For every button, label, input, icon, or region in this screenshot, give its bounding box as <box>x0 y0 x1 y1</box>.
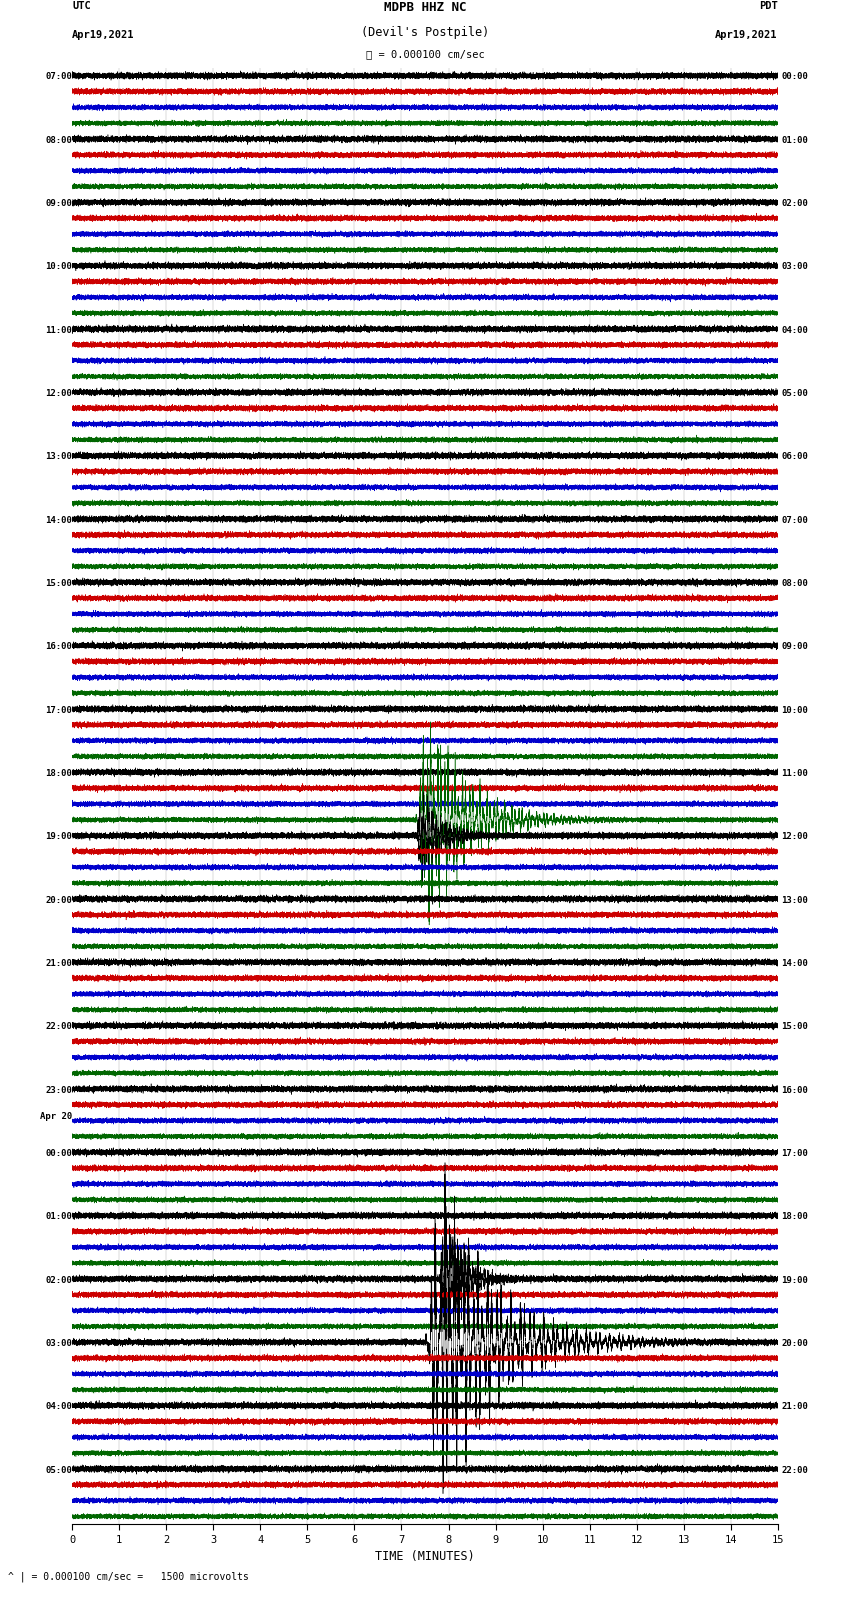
Text: 22:00: 22:00 <box>781 1466 808 1474</box>
Text: 17:00: 17:00 <box>781 1148 808 1158</box>
Text: 14:00: 14:00 <box>45 516 72 524</box>
Text: 13:00: 13:00 <box>45 453 72 461</box>
Text: 00:00: 00:00 <box>781 73 808 82</box>
Text: 07:00: 07:00 <box>781 516 808 524</box>
Text: 19:00: 19:00 <box>45 832 72 842</box>
Text: 00:00: 00:00 <box>45 1148 72 1158</box>
Text: 04:00: 04:00 <box>45 1402 72 1411</box>
Text: 16:00: 16:00 <box>45 642 72 652</box>
Text: 01:00: 01:00 <box>45 1213 72 1221</box>
Text: 23:00: 23:00 <box>45 1086 72 1095</box>
Text: 01:00: 01:00 <box>781 135 808 145</box>
Text: 19:00: 19:00 <box>781 1276 808 1284</box>
Text: Apr19,2021: Apr19,2021 <box>715 31 778 40</box>
Text: 02:00: 02:00 <box>45 1276 72 1284</box>
Text: MDPB HHZ NC: MDPB HHZ NC <box>383 2 467 15</box>
X-axis label: TIME (MINUTES): TIME (MINUTES) <box>375 1550 475 1563</box>
Text: 11:00: 11:00 <box>781 769 808 777</box>
Text: 22:00: 22:00 <box>45 1023 72 1031</box>
Text: Apr 20: Apr 20 <box>40 1111 72 1121</box>
Text: (Devil's Postpile): (Devil's Postpile) <box>361 26 489 39</box>
Text: 15:00: 15:00 <box>45 579 72 589</box>
Text: 09:00: 09:00 <box>781 642 808 652</box>
Text: 03:00: 03:00 <box>45 1339 72 1348</box>
Text: 14:00: 14:00 <box>781 960 808 968</box>
Text: 07:00: 07:00 <box>45 73 72 82</box>
Text: 21:00: 21:00 <box>45 960 72 968</box>
Text: 12:00: 12:00 <box>45 389 72 398</box>
Text: 08:00: 08:00 <box>45 135 72 145</box>
Text: 13:00: 13:00 <box>781 895 808 905</box>
Text: 09:00: 09:00 <box>45 198 72 208</box>
Text: 16:00: 16:00 <box>781 1086 808 1095</box>
Text: 11:00: 11:00 <box>45 326 72 336</box>
Text: 18:00: 18:00 <box>45 769 72 777</box>
Text: 15:00: 15:00 <box>781 1023 808 1031</box>
Text: 10:00: 10:00 <box>781 706 808 715</box>
Text: 20:00: 20:00 <box>781 1339 808 1348</box>
Text: 10:00: 10:00 <box>45 263 72 271</box>
Text: ⎹ = 0.000100 cm/sec: ⎹ = 0.000100 cm/sec <box>366 48 484 58</box>
Text: 02:00: 02:00 <box>781 198 808 208</box>
Text: 18:00: 18:00 <box>781 1213 808 1221</box>
Text: 05:00: 05:00 <box>781 389 808 398</box>
Text: UTC: UTC <box>72 2 91 11</box>
Text: 04:00: 04:00 <box>781 326 808 336</box>
Text: 05:00: 05:00 <box>45 1466 72 1474</box>
Text: Apr19,2021: Apr19,2021 <box>72 31 135 40</box>
Text: 08:00: 08:00 <box>781 579 808 589</box>
Text: 20:00: 20:00 <box>45 895 72 905</box>
Text: 21:00: 21:00 <box>781 1402 808 1411</box>
Text: 06:00: 06:00 <box>781 453 808 461</box>
Text: 12:00: 12:00 <box>781 832 808 842</box>
Text: PDT: PDT <box>759 2 778 11</box>
Text: 03:00: 03:00 <box>781 263 808 271</box>
Text: ^ | = 0.000100 cm/sec =   1500 microvolts: ^ | = 0.000100 cm/sec = 1500 microvolts <box>8 1571 249 1582</box>
Text: 17:00: 17:00 <box>45 706 72 715</box>
